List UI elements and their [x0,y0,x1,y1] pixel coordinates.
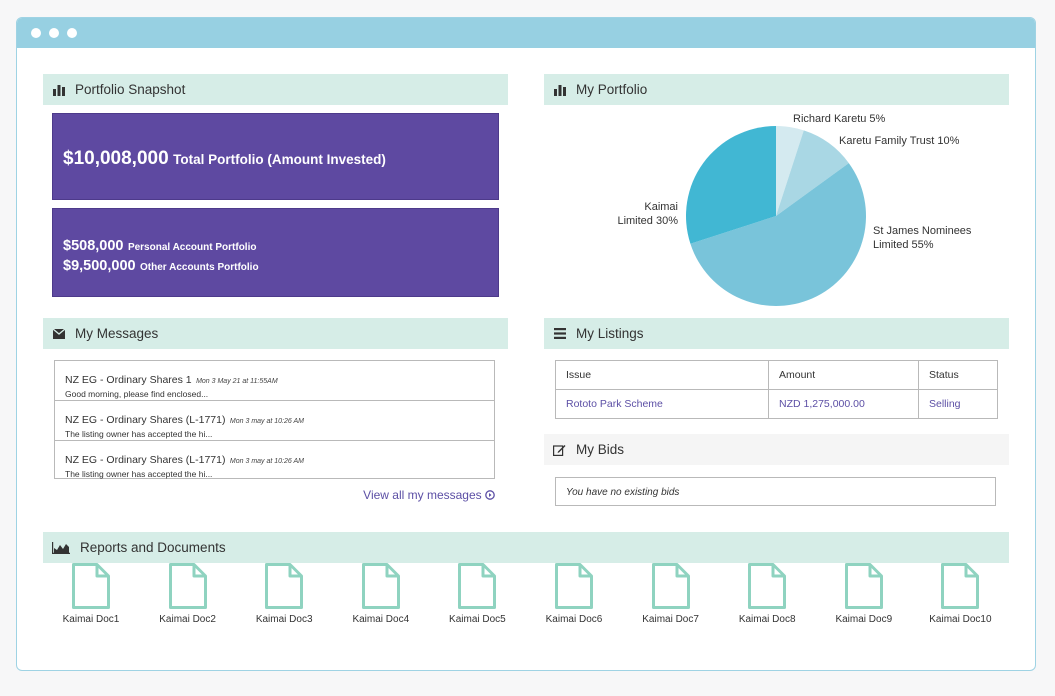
document-item[interactable]: Kaimai Doc7 [623,563,719,625]
listings-header-row: Issue Amount Status [555,360,998,390]
my-portfolio-title: My Portfolio [576,82,648,97]
message-title: NZ EG - Ordinary Shares 1 [65,374,192,386]
bar-chart-icon [553,83,566,96]
my-portfolio-header: My Portfolio [544,74,1009,105]
reports-title: Reports and Documents [80,540,226,555]
message-item[interactable]: NZ EG - Ordinary Shares (L-1771) Mon 3 m… [55,401,494,441]
file-icon [555,563,593,609]
area-chart-icon [52,541,70,554]
pie-label-richard: Richard Karetu 5% [793,113,886,125]
my-messages-header: My Messages [43,318,508,349]
edit-icon [553,443,566,456]
message-date: Mon 3 may at 10:26 AM [229,418,304,425]
message-item[interactable]: NZ EG - Ordinary Shares (L-1771) Mon 3 m… [55,441,494,481]
document-label: Kaimai Doc10 [929,614,992,625]
document-item[interactable]: Kaimai Doc6 [526,563,622,625]
message-item[interactable]: NZ EG - Ordinary Shares 1 Mon 3 May 21 a… [55,361,494,401]
message-title: NZ EG - Ordinary Shares (L-1771) [65,454,226,466]
file-icon [748,563,787,609]
message-date: Mon 3 May 21 at 11:55AM [196,378,278,385]
envelope-icon [52,327,65,340]
messages-list: NZ EG - Ordinary Shares 1 Mon 3 May 21 a… [54,360,495,479]
pie-slice-karetu-family-trust[interactable] [776,130,849,216]
file-icon [651,563,690,609]
document-item[interactable]: Kaimai Doc10 [912,563,1008,625]
document-label: Kaimai Doc4 [352,614,410,625]
document-item[interactable]: Kaimai Doc1 [43,563,139,625]
column-header-status: Status [918,360,998,390]
message-preview: The listing owner has accepted the hi... [65,429,213,439]
my-listings-title: My Listings [576,326,644,341]
message-date: Mon 3 may at 10:26 AM [229,458,304,465]
my-bids-title: My Bids [576,442,625,457]
pie-label-stjames-1: St James Nominees [873,225,972,237]
file-icon [458,563,497,609]
portfolio-snapshot-header: Portfolio Snapshot [43,74,508,105]
column-header-amount: Amount [768,360,919,390]
window-maximize-dot[interactable] [67,28,77,38]
window-close-dot[interactable] [31,28,41,38]
my-listings-header: My Listings [544,318,1009,349]
pie-label-karetu: Karetu Family Trust 10% [839,135,960,147]
file-icon [168,563,207,609]
reports-header: Reports and Documents [43,532,1009,563]
document-label: Kaimai Doc8 [738,614,796,625]
pie-label-kaimai-1: Kaimai [644,201,678,213]
message-title: NZ EG - Ordinary Shares (L-1771) [65,414,226,426]
document-label: Kaimai Doc3 [255,614,313,625]
message-preview: The listing owner has accepted the hi... [65,469,213,479]
view-all-label: View all my messages [363,488,482,502]
total-label: Total Portfolio (Amount Invested) [173,152,386,167]
total-amount: $10,008,000 [63,148,169,169]
file-icon [361,563,400,609]
document-item[interactable]: Kaimai Doc3 [236,563,332,625]
file-icon [72,563,110,609]
document-label: Kaimai Doc2 [159,614,216,625]
account-portfolio-card: $508,000 Personal Account Portfolio $9,5… [52,208,499,297]
file-icon [844,563,883,609]
table-row: Rototo Park Scheme NZD 1,275,000.00 Sell… [555,389,998,419]
portfolio-pie-chart [686,126,866,306]
window-titlebar [17,18,1035,48]
document-label: Kaimai Doc1 [62,614,120,625]
document-item[interactable]: Kaimai Doc2 [140,563,236,625]
document-item[interactable]: Kaimai Doc4 [333,563,429,625]
total-portfolio-card: $10,008,000 Total Portfolio (Amount Inve… [52,113,499,200]
window-minimize-dot[interactable] [49,28,59,38]
document-label: Kaimai Doc7 [642,614,699,625]
listing-issue-link[interactable]: Rototo Park Scheme [555,389,769,419]
pie-slice-richard-karetu[interactable] [776,126,804,216]
file-icon [941,563,980,609]
bids-empty-state: You have no existing bids [555,477,996,506]
other-label: Other Accounts Portfolio [140,262,259,273]
document-item[interactable]: Kaimai Doc5 [429,563,525,625]
personal-amount: $508,000 [63,238,124,254]
document-label: Kaimai Doc6 [545,614,603,625]
file-icon [265,563,304,609]
listing-status[interactable]: Selling [918,389,998,419]
view-all-messages-link[interactable]: View all my messages [280,488,495,502]
document-label: Kaimai Doc5 [449,614,506,625]
pie-slice-st-james-nominees-limited[interactable] [690,163,866,306]
arrow-circle-right-icon [485,488,495,502]
other-amount: $9,500,000 [63,258,136,274]
bar-chart-icon [52,83,65,96]
personal-label: Personal Account Portfolio [127,242,257,253]
listing-amount[interactable]: NZD 1,275,000.00 [768,389,919,419]
my-messages-title: My Messages [75,326,159,341]
message-preview: Good morning, please find enclosed... [65,389,209,399]
listings-table: Issue Amount Status Rototo Park Scheme N… [555,360,998,419]
pie-slice-kaimai-limited[interactable] [686,126,776,244]
pie-label-stjames-2: Limited 55% [873,239,934,251]
document-item[interactable]: Kaimai Doc9 [816,563,912,625]
document-item[interactable]: Kaimai Doc8 [719,563,815,625]
list-icon [553,327,566,340]
column-header-issue: Issue [555,360,769,390]
document-label: Kaimai Doc9 [835,614,893,625]
bids-empty-text: You have no existing bids [566,487,680,498]
my-bids-header: My Bids [544,434,1009,465]
pie-label-kaimai-2: Limited 30% [617,215,678,227]
portfolio-snapshot-title: Portfolio Snapshot [75,82,186,97]
